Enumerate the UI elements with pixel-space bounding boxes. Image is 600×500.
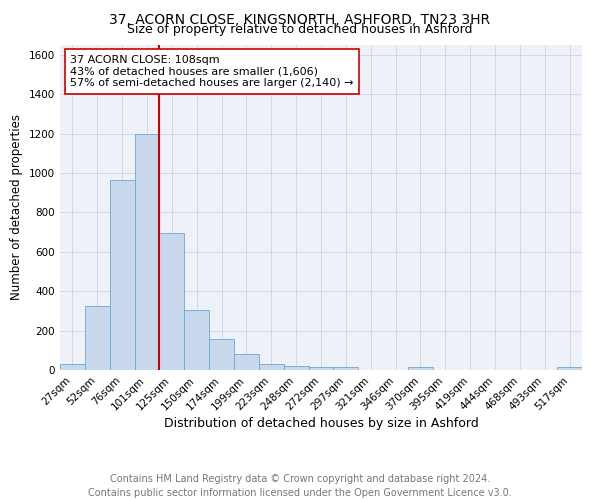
Bar xyxy=(308,367,334,370)
Y-axis label: Number of detached properties: Number of detached properties xyxy=(10,114,23,300)
Text: Size of property relative to detached houses in Ashford: Size of property relative to detached ho… xyxy=(127,24,473,36)
Bar xyxy=(60,364,85,370)
Bar xyxy=(184,310,209,370)
Bar xyxy=(134,134,160,370)
Bar xyxy=(209,340,234,370)
Text: Contains HM Land Registry data © Crown copyright and database right 2024.
Contai: Contains HM Land Registry data © Crown c… xyxy=(88,474,512,498)
Bar xyxy=(259,364,284,370)
X-axis label: Distribution of detached houses by size in Ashford: Distribution of detached houses by size … xyxy=(164,418,478,430)
Bar xyxy=(160,233,184,370)
Text: 37 ACORN CLOSE: 108sqm
43% of detached houses are smaller (1,606)
57% of semi-de: 37 ACORN CLOSE: 108sqm 43% of detached h… xyxy=(70,54,354,88)
Bar xyxy=(234,354,259,370)
Bar xyxy=(334,367,358,370)
Bar xyxy=(408,367,433,370)
Text: 37, ACORN CLOSE, KINGSNORTH, ASHFORD, TN23 3HR: 37, ACORN CLOSE, KINGSNORTH, ASHFORD, TN… xyxy=(109,12,491,26)
Bar xyxy=(110,180,134,370)
Bar xyxy=(284,366,308,370)
Bar xyxy=(85,306,110,370)
Bar xyxy=(557,367,582,370)
